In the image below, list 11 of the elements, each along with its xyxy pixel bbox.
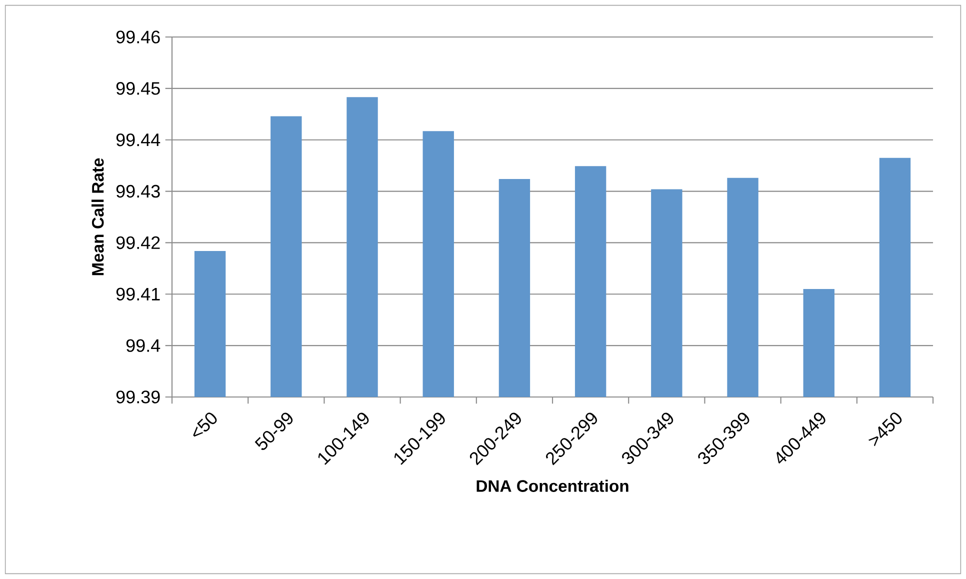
y-tick-label: 99.42 — [116, 236, 160, 250]
y-tick-label: 99.4 — [126, 339, 160, 352]
y-tick-label: 99.39 — [116, 390, 160, 404]
y-tick-label: 99.41 — [116, 288, 160, 301]
y-axis-title: Mean Call Rate — [92, 158, 104, 276]
x-axis-title: DNA Concentration — [476, 480, 628, 492]
y-tick-label: 99.45 — [116, 82, 160, 95]
y-tick-label: 99.44 — [116, 133, 160, 146]
y-tick-label: 99.43 — [116, 184, 160, 198]
y-tick-label: 99.46 — [116, 30, 160, 44]
x-tick-label: <50 — [193, 412, 217, 437]
